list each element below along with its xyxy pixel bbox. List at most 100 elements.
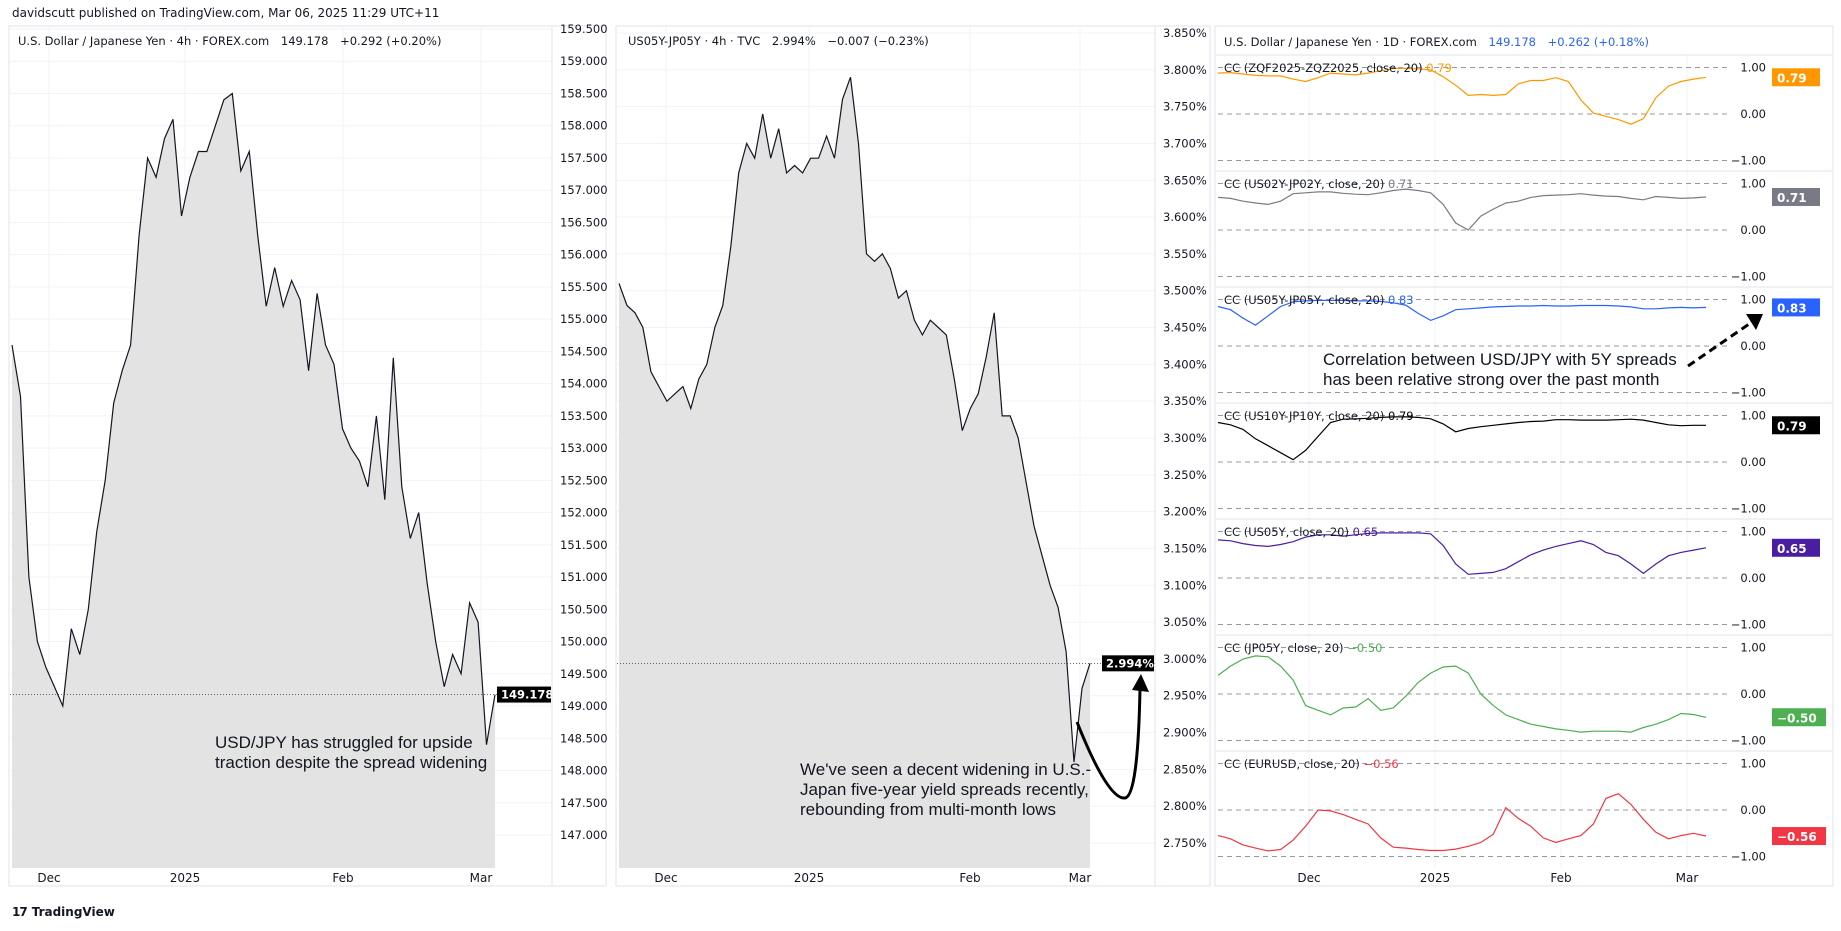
annotation-line: USD/JPY has struggled for upside	[215, 733, 473, 752]
usdjpy-y-tick: 154.000	[560, 377, 608, 391]
corr-y-tick: 1.00	[1740, 61, 1766, 75]
corr-value-badge-text: 0.71	[1777, 191, 1807, 205]
annotation-line: rebounding from multi-month lows	[800, 800, 1057, 819]
spread-y-tick: 3.000%	[1163, 652, 1207, 666]
symbol-label: US05Y-JP05Y · 4h · TVC	[628, 34, 761, 48]
usdjpy-y-tick: 151.000	[560, 570, 608, 584]
corr-legend-value: 0.83	[1388, 293, 1414, 307]
price-change: −0.007 (−0.23%)	[827, 34, 929, 48]
corr-y-tick: 0.00	[1740, 339, 1766, 353]
middle-annotation[interactable]: We've seen a decent widening in U.S.- Ja…	[800, 760, 1091, 820]
usdjpy-x-tick: Dec	[37, 871, 60, 885]
spread-y-tick: 3.200%	[1163, 505, 1207, 519]
annotation-line: We've seen a decent widening in U.S.-	[800, 760, 1092, 779]
usdjpy-area-fill	[12, 93, 495, 868]
usdjpy-y-tick: 157.000	[560, 183, 608, 197]
spread-y-tick: 2.900%	[1163, 726, 1207, 740]
corr-y-tick: 0.00	[1740, 107, 1766, 121]
usdjpy-y-tick: 159.500	[560, 22, 608, 36]
corr-y-tick: −1.00	[1731, 386, 1766, 400]
corr-y-tick: 1.00	[1740, 757, 1766, 771]
right-chart-legend: U.S. Dollar / Japanese Yen · 1D · FOREX.…	[1224, 35, 1649, 49]
corr-y-tick: 1.00	[1740, 525, 1766, 539]
spread-y-tick: 3.250%	[1163, 468, 1207, 482]
usdjpy-y-tick: 148.500	[560, 731, 608, 745]
corr-value-badge	[1772, 538, 1820, 557]
spread-x-tick: Dec	[654, 871, 677, 885]
spread-y-tick: 3.150%	[1163, 541, 1207, 555]
corr-line-4	[1217, 532, 1707, 575]
corr-value-badge-text: −0.56	[1777, 830, 1817, 844]
spread-y-tick: 3.700%	[1163, 136, 1207, 150]
corr-value-badge	[1772, 416, 1820, 435]
corr-legend-value: 0.65	[1353, 525, 1379, 539]
logo-text: TradingView	[31, 905, 115, 919]
corr-legend-5: CC (JP05Y, close, 20) −0.50	[1224, 641, 1382, 655]
usdjpy-y-tick: 151.500	[560, 538, 608, 552]
usdjpy-y-tick: 152.000	[560, 506, 608, 520]
spread-price-badge-text: 2.994%	[1106, 656, 1154, 670]
corr-value-badge	[1772, 68, 1820, 87]
corr-legend-value: 0.71	[1388, 177, 1414, 191]
annotation-line: Japan five-year yield spreads recently,	[800, 780, 1089, 799]
spread-y-tick: 3.400%	[1163, 357, 1207, 371]
corr-y-tick: −1.00	[1731, 154, 1766, 168]
corr-x-tick: Dec	[1297, 871, 1320, 885]
corr-legend-6: CC (EURUSD, close, 20) −0.56	[1224, 757, 1399, 771]
usdjpy-y-tick: 155.500	[560, 280, 608, 294]
spread-price-line	[618, 76, 1091, 763]
usdjpy-y-tick: 147.000	[560, 828, 608, 842]
corr-line-3	[1217, 416, 1706, 461]
corr-value-badge-text: 0.79	[1777, 71, 1807, 85]
tradingview-mark-icon: 17	[12, 905, 28, 919]
usdjpy-x-tick: 2025	[170, 871, 201, 885]
spread-y-tick: 3.750%	[1163, 100, 1207, 114]
spread-x-tick: Feb	[959, 871, 980, 885]
corr-value-badge-text: −0.50	[1777, 711, 1817, 725]
usdjpy-y-tick: 148.000	[560, 764, 608, 778]
curved-arrow-icon	[1075, 687, 1142, 800]
spread-x-tick: 2025	[794, 871, 825, 885]
corr-y-tick: 1.00	[1740, 641, 1766, 655]
usdjpy-y-tick: 157.500	[560, 151, 608, 165]
corr-value-badge-text: 0.79	[1777, 419, 1807, 433]
spread-y-tick: 3.850%	[1163, 26, 1207, 40]
corr-legend-value: 0.79	[1426, 61, 1452, 75]
last-price: 2.994%	[771, 34, 816, 48]
spread-y-tick: 2.800%	[1163, 799, 1207, 813]
usdjpy-y-tick: 147.500	[560, 796, 608, 810]
corr-y-tick: 0.00	[1740, 223, 1766, 237]
corr-value-badge	[1772, 187, 1820, 206]
corr-value-badge	[1772, 827, 1826, 846]
annotation-line: Correlation between USD/JPY with 5Y spre…	[1323, 350, 1677, 369]
corr-y-tick: −1.00	[1731, 618, 1766, 632]
usdjpy-y-tick: 149.500	[560, 667, 608, 681]
price-change: +0.292 (+0.20%)	[340, 34, 442, 48]
left-annotation[interactable]: USD/JPY has struggled for upside tractio…	[215, 733, 487, 773]
spread-y-tick: 2.950%	[1163, 689, 1207, 703]
usdjpy-y-tick: 155.000	[560, 312, 608, 326]
corr-legend-value: −0.50	[1347, 641, 1382, 655]
spread-y-tick: 2.850%	[1163, 762, 1207, 776]
usdjpy-y-tick: 150.000	[560, 635, 608, 649]
spread-y-tick: 2.750%	[1163, 836, 1207, 850]
last-price: 149.178	[280, 34, 329, 48]
spread-y-tick: 3.450%	[1163, 321, 1207, 335]
usdjpy-y-tick: 153.500	[560, 409, 608, 423]
corr-legend-value: −0.56	[1363, 757, 1398, 771]
corr-line-2	[1217, 299, 1707, 326]
corr-line-0	[1217, 67, 1707, 125]
annotation-line: traction despite the spread widening	[215, 753, 488, 772]
corr-y-tick: 1.00	[1740, 409, 1766, 423]
usdjpy-y-tick: 152.500	[560, 473, 608, 487]
arrow-head-icon	[1746, 314, 1763, 330]
corr-y-tick: 1.00	[1740, 293, 1766, 307]
spread-y-tick: 3.600%	[1163, 210, 1207, 224]
corr-legend-3: CC (US10Y-JP10Y, close, 20) 0.79	[1224, 409, 1414, 423]
corr-y-tick: −1.00	[1731, 734, 1766, 748]
corr-y-tick: −1.00	[1731, 850, 1766, 864]
tradingview-logo[interactable]: 17 TradingView	[12, 905, 115, 919]
right-annotation[interactable]: Correlation between USD/JPY with 5Y spre…	[1323, 350, 1677, 390]
last-price: 149.178	[1488, 35, 1536, 49]
